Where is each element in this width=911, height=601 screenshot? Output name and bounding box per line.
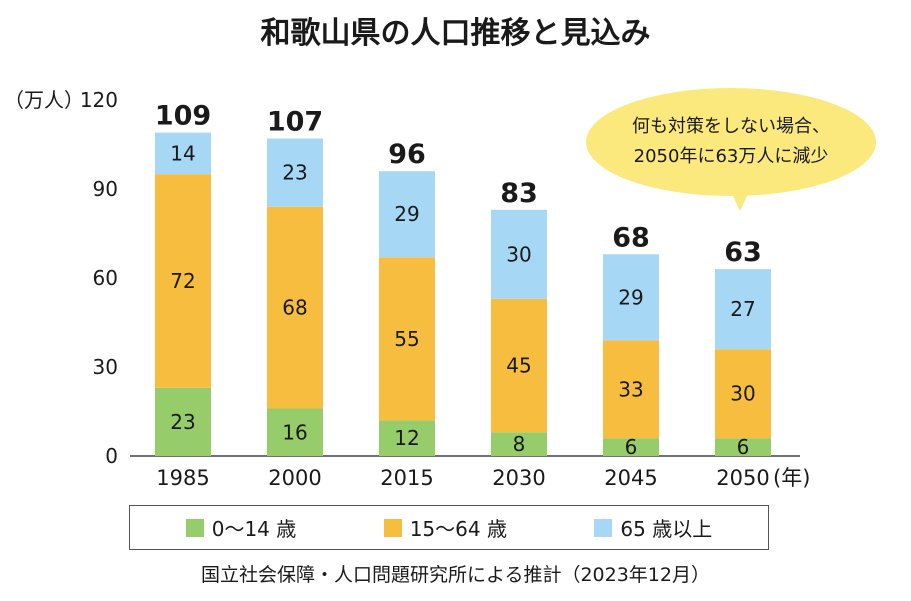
y-tick-label-120: 120 [80, 88, 118, 112]
bar-age-65-plus-2015 [379, 171, 435, 258]
bar-age-15-64-2000 [267, 206, 323, 409]
bar-age-15-64-2030 [491, 298, 547, 433]
x-tick-label-2000: 2000 [268, 466, 321, 490]
legend-label-65-plus: 65 歳以上 [620, 517, 713, 541]
bar-age-65-plus-2030 [491, 209, 547, 299]
total-label-2000: 107 [267, 107, 323, 138]
legend-swatch-65-plus [594, 518, 613, 537]
legend-item-0-14: 0～14 歳 [185, 513, 297, 542]
x-tick-label-2050: 2050 [716, 466, 769, 490]
bar-value-age-65-plus-2050: 27 [730, 297, 755, 321]
callout-bubble: 何も対策をしない場合、 2050年に63万人に減少 [586, 88, 876, 196]
bar-value-age-65-plus-2045: 29 [618, 285, 643, 309]
bar-value-age-65-plus-2030: 30 [506, 242, 531, 266]
legend: 0～14 歳 15～64 歳 65 歳以上 [129, 505, 769, 550]
bar-value-age-65-plus-1985: 14 [170, 141, 195, 165]
bar-value-age-15-64-1985: 72 [170, 269, 195, 293]
x-tick-label-2030: 2030 [492, 466, 545, 490]
y-tick-label-0: 0 [105, 444, 118, 468]
bar-value-age-0-14-2045: 6 [625, 435, 638, 459]
bar-value-age-15-64-2050: 30 [730, 382, 755, 406]
bar-value-age-0-14-1985: 23 [170, 410, 195, 434]
callout-line-1: 何も対策をしない場合、 [632, 116, 830, 137]
bar-age-65-plus-2045 [603, 254, 659, 341]
bar-value-age-15-64-2045: 33 [618, 377, 643, 401]
total-label-2015: 96 [388, 139, 426, 170]
bar-age-65-plus-2050 [715, 269, 771, 350]
x-unit-label: (年) [773, 466, 810, 490]
legend-item-15-64: 15～64 歳 [383, 513, 507, 542]
y-tick-label-60: 60 [93, 266, 118, 290]
total-label-2045: 68 [612, 222, 650, 253]
legend-swatch-0-14 [185, 518, 204, 537]
bar-value-age-65-plus-2000: 23 [282, 161, 307, 185]
y-tick-label-90: 90 [93, 177, 118, 201]
bar-age-15-64-1985 [155, 174, 211, 388]
bar-age-0-14-2000 [267, 408, 323, 456]
bar-age-0-14-2050 [715, 438, 771, 456]
bar-value-age-65-plus-2015: 29 [394, 202, 419, 226]
bar-age-65-plus-1985 [155, 132, 211, 175]
bar-age-15-64-2050 [715, 349, 771, 439]
bar-value-age-15-64-2015: 55 [394, 327, 419, 351]
bar-age-0-14-2045 [603, 438, 659, 456]
chart-title: 和歌山県の人口推移と見込み [260, 16, 651, 51]
x-tick-label-2015: 2015 [380, 466, 433, 490]
callout-line-2: 2050年に63万人に減少 [633, 146, 829, 167]
legend-swatch-15-64 [383, 518, 402, 537]
bar-age-15-64-2045 [603, 340, 659, 439]
bar-age-0-14-2015 [379, 420, 435, 456]
callout-tail [728, 185, 752, 211]
chart-plot-area: 0306090120（万人）23721410919851668231072000… [4, 88, 810, 490]
bar-value-age-15-64-2000: 68 [282, 296, 307, 320]
x-tick-label-1985: 1985 [156, 466, 209, 490]
x-tick-label-2045: 2045 [604, 466, 657, 490]
total-label-1985: 109 [155, 101, 211, 132]
legend-label-15-64: 15～64 歳 [409, 517, 507, 541]
y-unit-label: （万人） [4, 88, 84, 112]
legend-label-0-14: 0～14 歳 [211, 517, 297, 541]
bar-age-0-14-1985 [155, 387, 211, 456]
bar-age-15-64-2015 [379, 257, 435, 421]
bar-age-65-plus-2000 [267, 138, 323, 207]
bar-value-age-0-14-2050: 6 [737, 435, 750, 459]
y-tick-label-30: 30 [93, 355, 118, 379]
bar-value-age-15-64-2030: 45 [506, 354, 531, 378]
bar-value-age-0-14-2000: 16 [282, 420, 307, 444]
total-label-2050: 63 [724, 237, 762, 268]
bar-age-0-14-2030 [491, 432, 547, 456]
bar-value-age-0-14-2015: 12 [394, 426, 419, 450]
bar-value-age-0-14-2030: 8 [513, 432, 526, 456]
source-note: 国立社会保障・人口問題研究所による推計（2023年12月） [201, 564, 710, 586]
total-label-2030: 83 [500, 178, 538, 209]
legend-item-65-plus: 65 歳以上 [594, 513, 712, 542]
